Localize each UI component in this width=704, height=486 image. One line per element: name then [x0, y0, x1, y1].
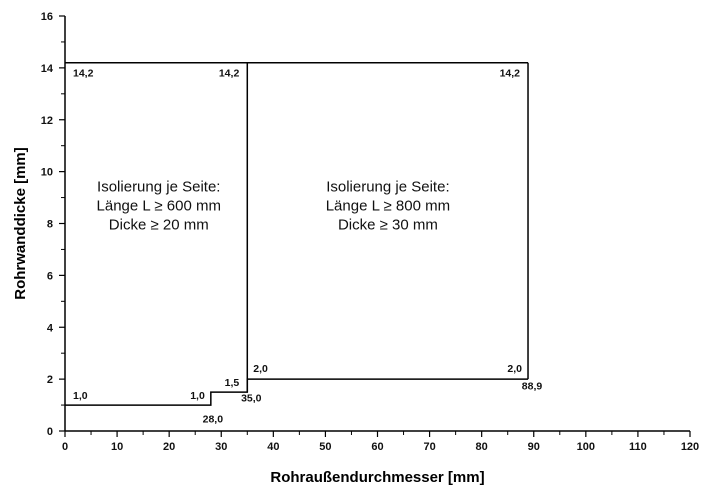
region-label-line: Dicke ≥ 20 mm [109, 217, 209, 234]
y-tick-label: 4 [47, 322, 54, 334]
x-tick-label: 50 [319, 441, 331, 453]
region-label-line: Länge L ≥ 800 mm [326, 198, 450, 215]
value-annotation: 1,0 [73, 390, 88, 402]
y-tick-label: 6 [47, 270, 53, 282]
x-tick-label: 30 [215, 441, 227, 453]
x-axis-title: Rohraußendurchmesser [mm] [270, 469, 484, 486]
value-annotation: 14,2 [219, 68, 240, 80]
value-annotation: 14,2 [73, 68, 94, 80]
value-annotation: 1,5 [225, 377, 240, 389]
y-tick-label: 14 [41, 63, 54, 75]
region-label-line: Länge L ≥ 600 mm [97, 198, 221, 215]
x-tick-label: 60 [371, 441, 383, 453]
value-annotation: 28,0 [203, 413, 224, 425]
x-tick-label: 110 [629, 441, 647, 453]
y-tick-label: 16 [41, 11, 53, 23]
y-tick-label: 2 [47, 374, 53, 386]
value-annotation: 14,2 [500, 68, 521, 80]
x-tick-label: 80 [476, 441, 488, 453]
value-annotation: 1,0 [190, 390, 205, 402]
y-tick-label: 8 [47, 219, 53, 231]
region-label-line: Isolierung je Seite: [97, 179, 220, 196]
value-annotation: 88,9 [522, 380, 543, 392]
x-tick-label: 90 [528, 441, 540, 453]
y-tick-label: 12 [41, 115, 53, 127]
x-tick-label: 70 [423, 441, 435, 453]
y-axis-title: Rohrwanddicke [mm] [12, 147, 29, 300]
y-tick-label: 0 [47, 426, 53, 438]
boundary-line-lower [65, 378, 529, 406]
region-label-line: Isolierung je Seite: [326, 179, 449, 196]
value-annotation: 2,0 [253, 363, 268, 375]
x-tick-label: 20 [163, 441, 175, 453]
region-label-line: Dicke ≥ 30 mm [338, 217, 438, 234]
x-tick-label: 120 [681, 441, 699, 453]
x-tick-label: 40 [267, 441, 279, 453]
value-annotation: 35,0 [241, 392, 262, 404]
y-tick-label: 10 [41, 167, 53, 179]
x-tick-label: 10 [111, 441, 123, 453]
x-tick-label: 0 [62, 441, 68, 453]
value-annotation: 2,0 [507, 363, 522, 375]
x-tick-label: 100 [577, 441, 595, 453]
